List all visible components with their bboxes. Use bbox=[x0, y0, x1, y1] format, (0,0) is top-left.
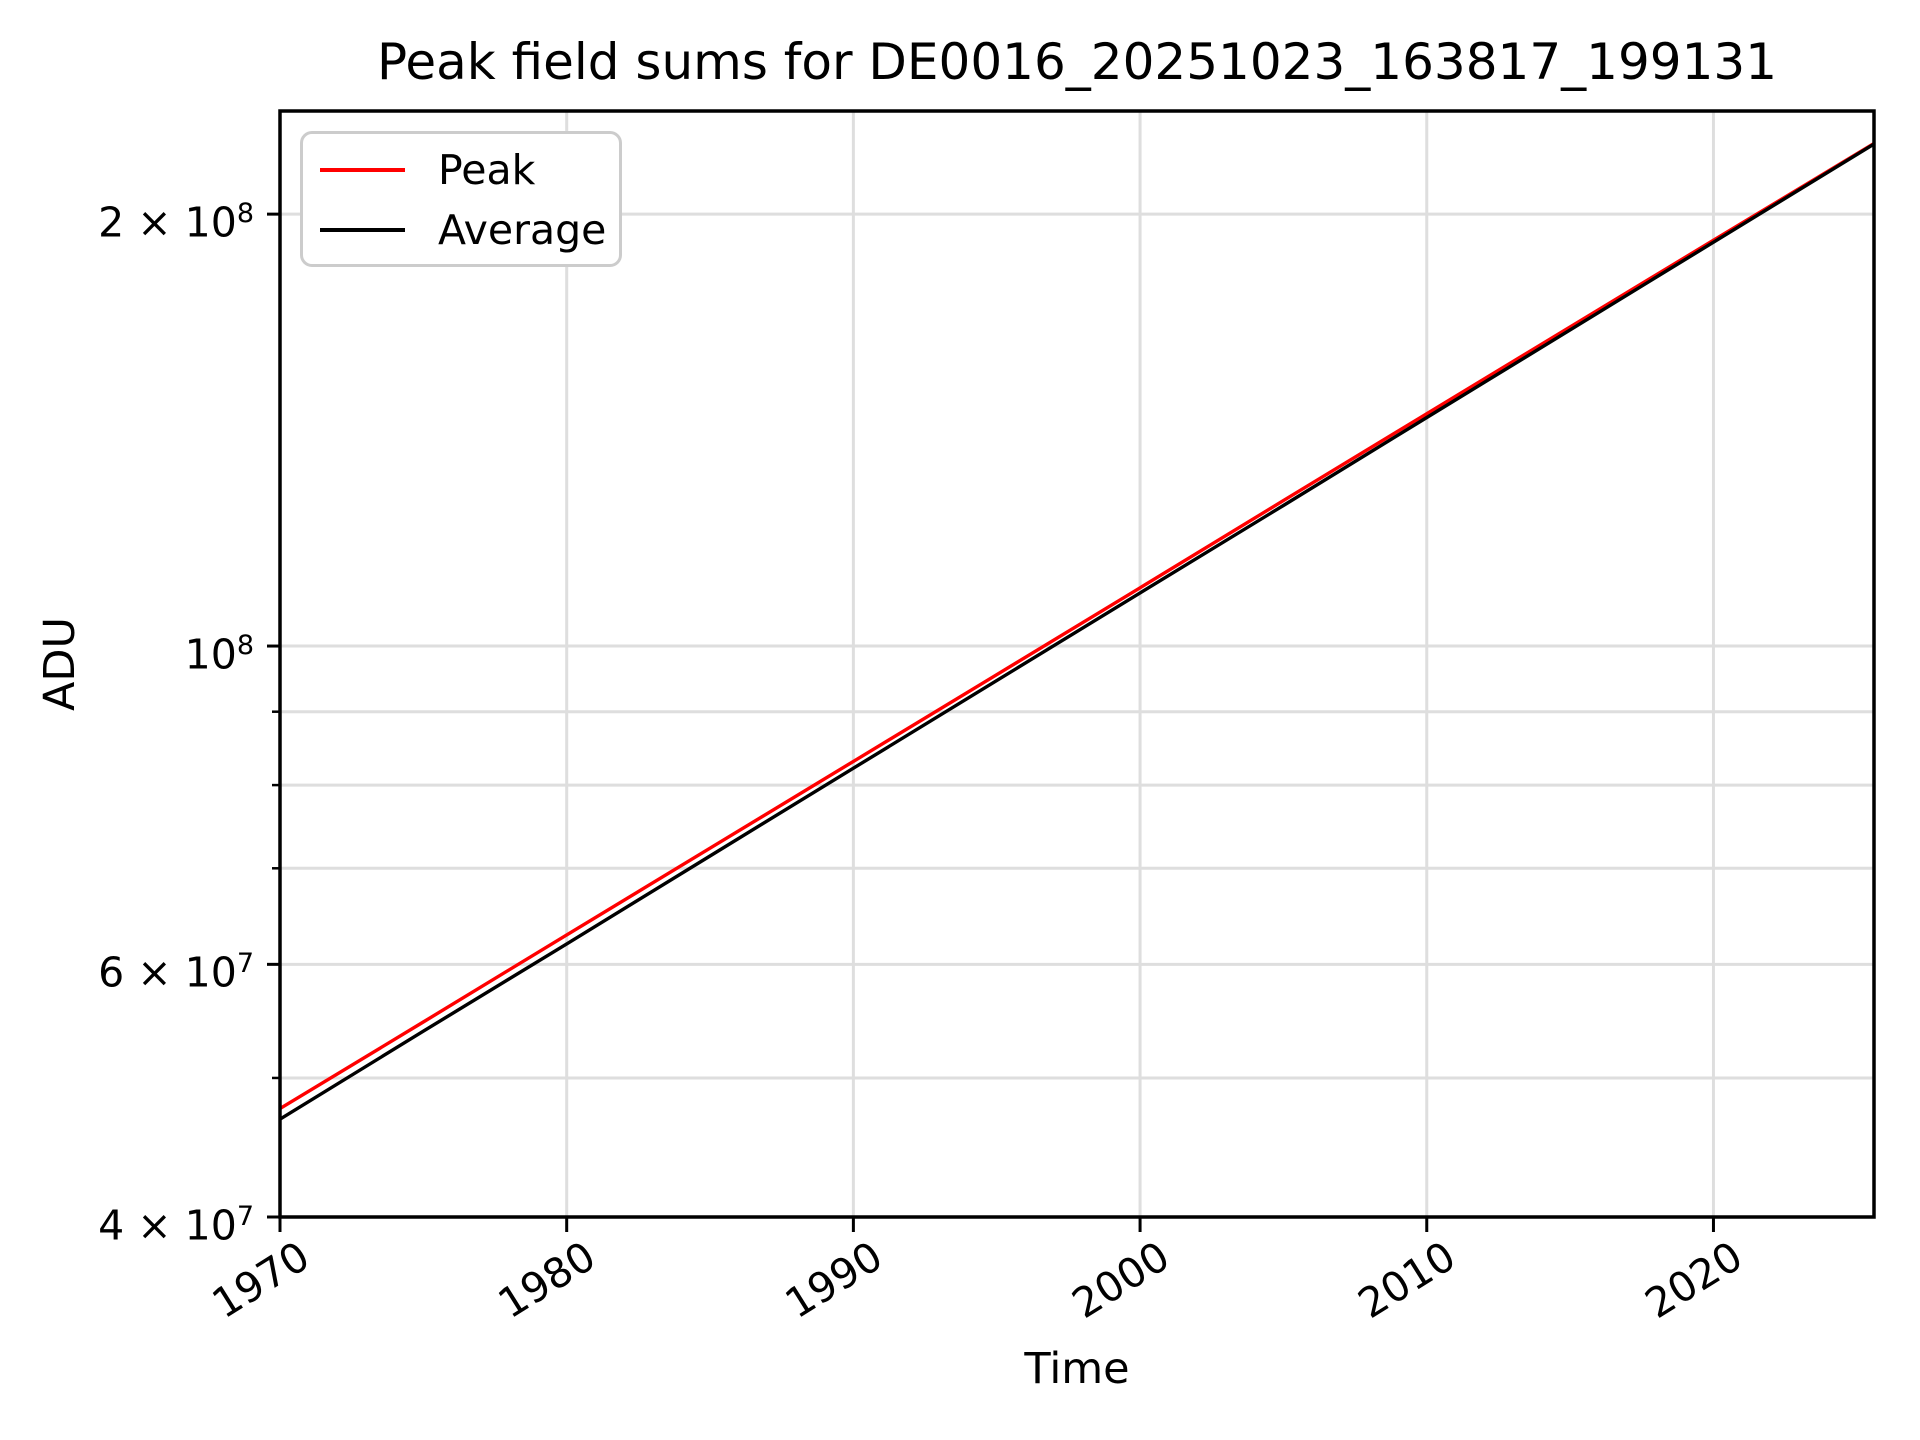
average-line-swatch bbox=[320, 228, 405, 232]
y-tick-label: 4 × 107 bbox=[98, 1201, 254, 1250]
y-tick-label: 108 bbox=[184, 630, 254, 679]
y-axis-label: ADU bbox=[35, 617, 85, 711]
y-tick-label: 2 × 108 bbox=[98, 198, 254, 247]
series-line-average bbox=[279, 142, 1875, 1121]
legend-entry-average: Average bbox=[303, 200, 619, 260]
chart-title: Peak field sums for DE0016_20251023_1638… bbox=[377, 33, 1777, 91]
axes-spines bbox=[278, 109, 1876, 1219]
x-axis-label: Time bbox=[1024, 1344, 1130, 1394]
legend-entry-peak: Peak bbox=[303, 140, 619, 200]
legend-label-peak: Peak bbox=[438, 146, 536, 194]
legend: Peak Average bbox=[300, 131, 622, 267]
peak-line-swatch bbox=[320, 168, 405, 172]
y-tick-label: 6 × 107 bbox=[98, 948, 254, 997]
series-line-peak bbox=[279, 142, 1875, 1111]
legend-label-average: Average bbox=[438, 206, 607, 254]
